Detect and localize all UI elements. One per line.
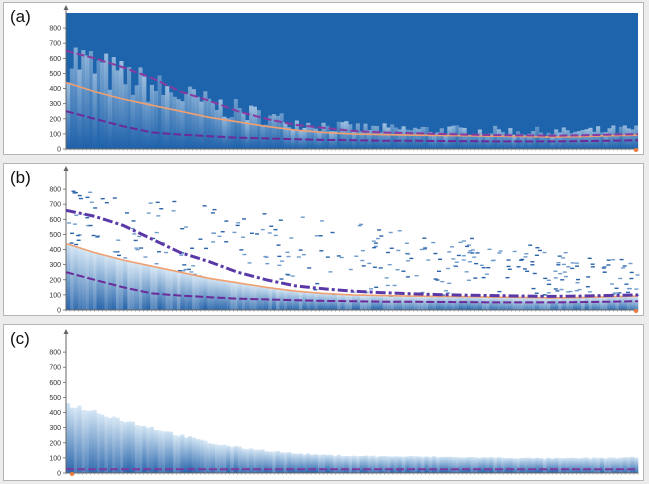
chart-b-svg: 0 100 200 300 400 500 600 700 800 xyxy=(49,166,640,315)
y-tick-label: 700 xyxy=(49,202,61,209)
y-tick-label: 0 xyxy=(57,471,61,478)
y-tick-label: 400 xyxy=(49,247,61,254)
y-axis-arrow xyxy=(63,166,69,171)
y-tick-label: 100 xyxy=(49,131,61,138)
y-tick-label: 300 xyxy=(49,262,61,269)
axis-marker xyxy=(634,148,638,152)
y-tick-label: 700 xyxy=(49,41,61,48)
chart-c-svg: 0 100 200 300 400 500 600 700 800 xyxy=(49,329,639,478)
chart-panel-c: 0 100 200 300 400 500 600 700 800 (c) xyxy=(3,324,644,481)
y-tick-label: 800 xyxy=(49,350,61,357)
y-tick-label: 500 xyxy=(49,71,61,78)
y-tick-label: 300 xyxy=(49,101,61,108)
y-tick-label: 300 xyxy=(49,425,61,432)
panel-label-b: (b) xyxy=(10,168,31,187)
series-line-lower xyxy=(65,271,639,304)
y-tick-label: 500 xyxy=(49,232,61,239)
y-tick-label: 400 xyxy=(49,410,61,417)
y-tick-label: 600 xyxy=(49,380,61,387)
y-tick-label: 100 xyxy=(49,455,61,462)
y-tick-label: 800 xyxy=(49,26,61,33)
axis-marker xyxy=(70,472,74,476)
chart-panel-a: 0 100 200 300 400 500 600 700 800 (a) xyxy=(3,2,644,155)
y-tick-label: 600 xyxy=(49,217,61,224)
chart-panel-b: 0 100 200 300 400 500 600 700 800 (b) xyxy=(3,163,644,316)
heatmap-fill xyxy=(66,243,639,310)
chart-a-svg: 0 100 200 300 400 500 600 700 800 xyxy=(49,5,639,154)
series-line-lower xyxy=(65,110,639,143)
x-minor-ticks xyxy=(65,473,639,475)
y-tick-label: 100 xyxy=(49,292,61,299)
y-tick-label: 200 xyxy=(49,277,61,284)
y-tick-label: 200 xyxy=(49,440,61,447)
panel-label-a: (a) xyxy=(10,7,31,26)
series-line-upper xyxy=(65,49,639,137)
y-tick-label: 700 xyxy=(49,365,61,372)
y-axis-arrow xyxy=(63,329,69,334)
x-minor-ticks xyxy=(65,310,639,312)
x-minor-ticks xyxy=(65,149,639,151)
axis-marker xyxy=(634,309,638,313)
series-line-upper xyxy=(65,208,639,298)
y-tick-label: 500 xyxy=(49,395,61,402)
y-axis-arrow xyxy=(63,5,69,10)
y-tick-label: 200 xyxy=(49,116,61,123)
area-fill xyxy=(66,403,639,473)
y-tick-label: 800 xyxy=(49,187,61,194)
y-tick-label: 600 xyxy=(49,56,61,63)
y-tick-label: 400 xyxy=(49,86,61,93)
y-tick-label: 0 xyxy=(57,308,61,315)
panel-label-c: (c) xyxy=(10,329,30,348)
series-line-mean xyxy=(65,81,639,138)
y-tick-label: 0 xyxy=(57,147,61,154)
